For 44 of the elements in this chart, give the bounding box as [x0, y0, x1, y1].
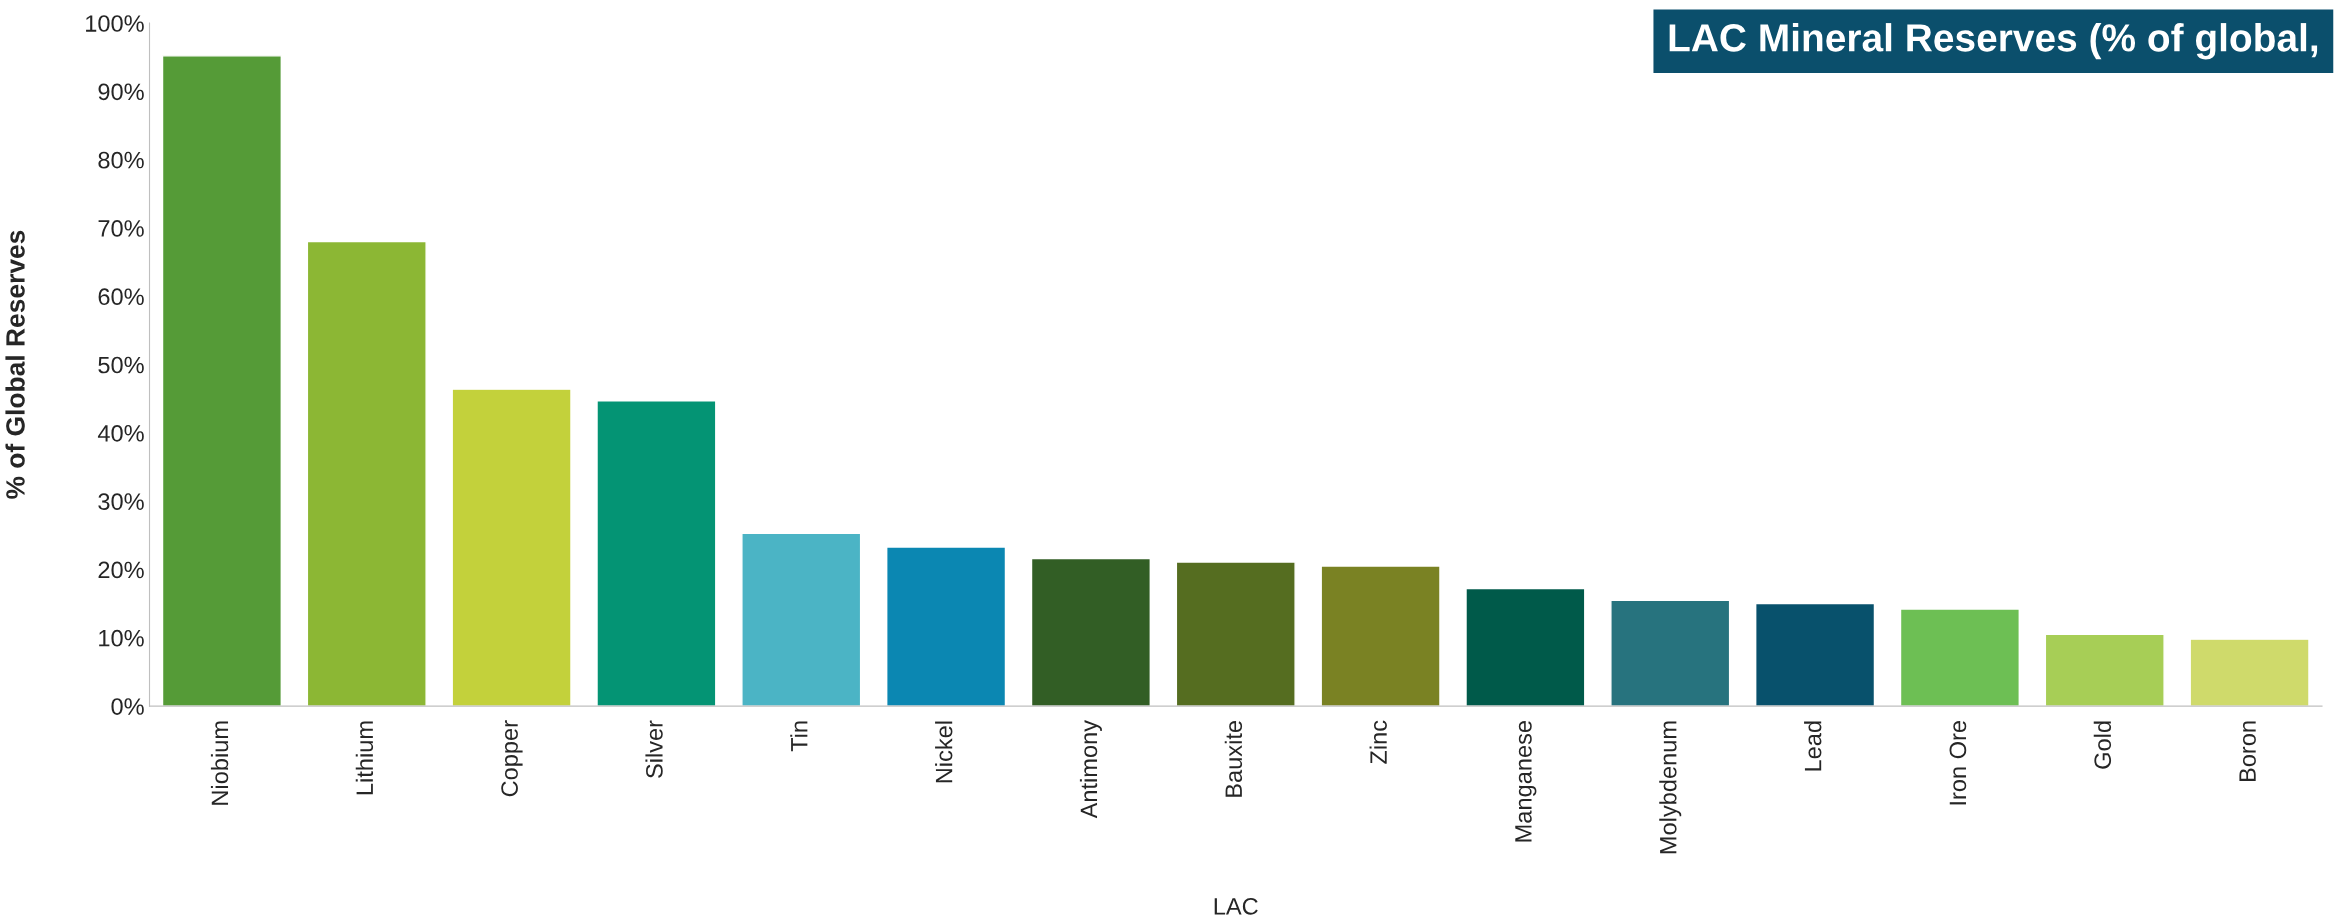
y-tick-label: 100% — [86, 15, 144, 32]
x-tick-label: Molybdenum — [1659, 721, 1682, 854]
bar — [2044, 633, 2165, 707]
bar — [161, 55, 282, 707]
x-tick-label: Silver — [645, 720, 663, 778]
x-tick-label: Copper — [501, 720, 523, 797]
x-axis-title: LAC — [1214, 897, 1258, 915]
x-tick-label: Tin — [790, 721, 808, 752]
x-tick-label: Antimony — [1079, 720, 1102, 819]
x-tick-label: Boron — [2239, 721, 2256, 782]
x-tick-label: Bauxite — [1224, 721, 1243, 797]
x-tick-label: Zinc — [1369, 720, 1387, 764]
x-tick-label: Nickel — [935, 721, 953, 783]
y-tick-label: 60% — [98, 288, 144, 306]
bar — [1175, 561, 1296, 707]
x-tick-label: Lithium — [355, 721, 374, 795]
y-axis-title: % of Global Reserves — [5, 230, 25, 499]
bar — [1465, 587, 1586, 707]
y-tick-label: 50% — [98, 356, 144, 374]
bar — [1754, 602, 1876, 707]
x-tick-label: Gold — [2093, 721, 2112, 769]
bar — [1899, 608, 2020, 707]
bar — [741, 532, 862, 707]
y-tick-label: 80% — [98, 151, 144, 169]
bar — [1030, 557, 1151, 707]
bar — [306, 240, 427, 707]
x-tick-label: Niobium — [210, 721, 229, 805]
y-tick-label: 90% — [98, 83, 144, 101]
y-tick-label: 40% — [97, 424, 144, 442]
bar — [596, 400, 717, 707]
y-tick-label: 70% — [98, 220, 144, 237]
y-tick-label: 10% — [99, 629, 144, 647]
chart-title: LAC Mineral Reserves (% of global, — [1669, 23, 2318, 60]
bar — [2189, 638, 2310, 707]
bar — [1320, 565, 1441, 707]
y-tick-label: 0% — [111, 698, 144, 715]
bar — [1610, 599, 1731, 707]
x-tick-label: Manganese — [1515, 721, 1537, 842]
bar — [886, 546, 1007, 707]
y-tick-label: 30% — [98, 493, 144, 510]
x-tick-label: Lead — [1804, 721, 1822, 771]
bar — [451, 388, 572, 707]
x-tick-label: Iron Ore — [1949, 721, 1967, 805]
y-tick-label: 20% — [98, 561, 144, 579]
